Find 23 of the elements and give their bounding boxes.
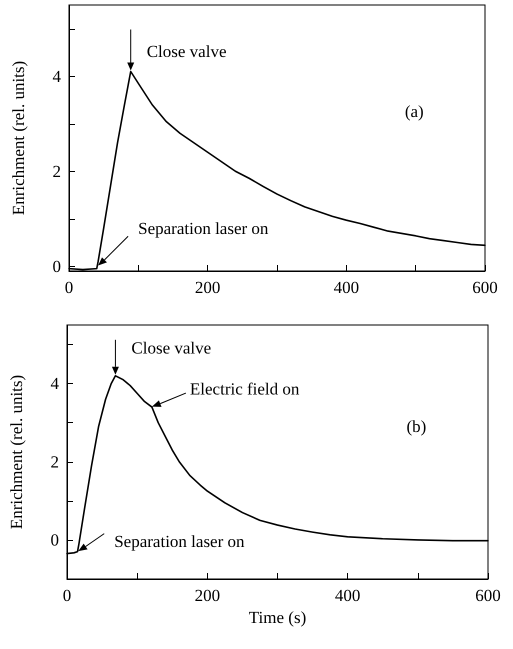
annotation: Close valve <box>146 42 227 61</box>
annotation: Close valve <box>131 338 212 358</box>
x-tick-label: 600 <box>475 586 501 605</box>
x-tick-label: 200 <box>194 278 220 297</box>
annotation: Separation laser on <box>114 532 246 552</box>
y-tick-label: 2 <box>50 452 59 472</box>
x-tick-label: 600 <box>472 278 498 297</box>
annotation: Separation laser on <box>138 218 269 238</box>
x-tick-label: 400 <box>334 586 360 605</box>
y-tick-label: 0 <box>50 530 59 550</box>
y-tick-label: 4 <box>52 66 62 86</box>
annotation: (b) <box>406 417 426 436</box>
annotation: Electric field on <box>190 380 300 399</box>
x-tick-label: 200 <box>194 586 220 605</box>
annotation: (a) <box>404 102 424 121</box>
y-tick-label: 0 <box>52 256 61 276</box>
x-axis-title: Time (s) <box>248 608 306 627</box>
y-tick-label: 4 <box>50 374 60 394</box>
y-tick-label: 2 <box>52 162 61 181</box>
x-tick-label: 0 <box>64 278 74 297</box>
y-axis-title: Enrichment (rel. units) <box>7 374 26 530</box>
y-axis-title: Enrichment (rel. units) <box>9 60 28 216</box>
x-tick-label: 400 <box>334 278 360 297</box>
